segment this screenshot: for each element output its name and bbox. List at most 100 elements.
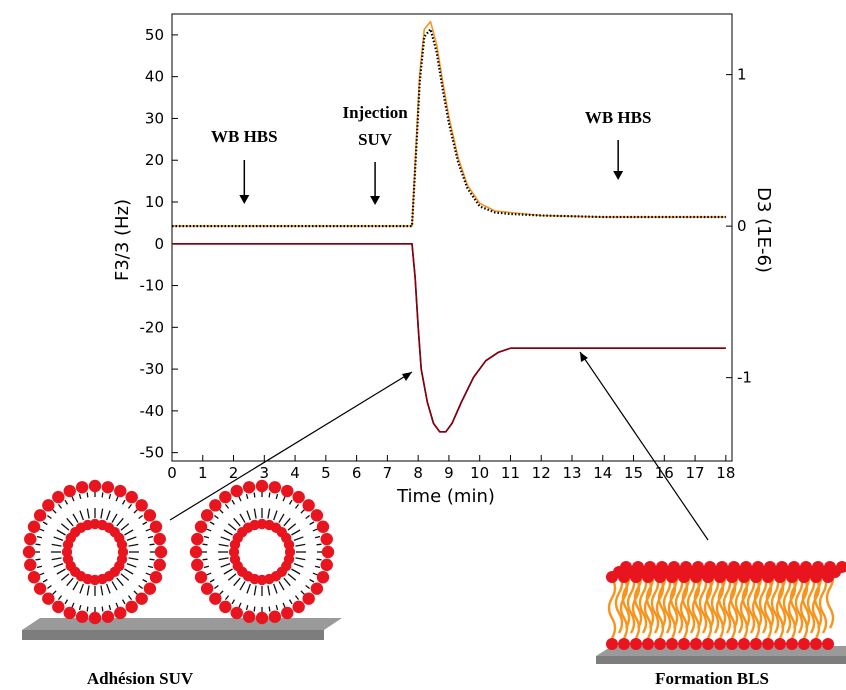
lipid-tail (72, 581, 79, 591)
vesicle-1 (22, 479, 168, 625)
lipid-tail (138, 584, 143, 590)
lipid-head (42, 499, 55, 512)
y-right-tick-label: 0 (737, 217, 747, 235)
annotation-label: SUV (358, 130, 393, 149)
lipid-head (702, 571, 714, 583)
x-tick-label: 7 (383, 464, 393, 482)
series-line-3 (172, 243, 726, 433)
lipid-head (822, 638, 834, 650)
lipid-tail (224, 504, 230, 509)
lipid-tail (47, 584, 52, 590)
lipid-head (702, 638, 714, 650)
lipid-head (125, 490, 138, 504)
lipid-tail (35, 543, 41, 546)
lipid-head (149, 520, 163, 533)
lipid-tail (278, 513, 285, 523)
lipid-head (678, 638, 690, 650)
lipid-tail (120, 573, 130, 581)
lipid-head (316, 571, 330, 584)
lipid-tail (294, 595, 300, 600)
lipid-tail (106, 583, 111, 594)
lipid-tail (231, 499, 236, 505)
lipid-tail (246, 510, 251, 521)
lipid-head (292, 600, 305, 614)
lipid-head (666, 638, 678, 650)
lipid-tail (267, 585, 271, 596)
lipid-tail (291, 529, 301, 536)
lipid-tail (111, 513, 118, 523)
lipid-head (678, 571, 690, 583)
y-left-tick-label: -30 (140, 360, 165, 378)
lipid-tail (126, 563, 137, 568)
lipid-tail (246, 583, 251, 594)
lipid-tail (36, 565, 43, 569)
chart-area: 0 1 2 3 4 5 6 7 8 9 10 11 12 13 14 15 16 17 18 50403020100… (112, 13, 774, 507)
lipid-tail (60, 573, 70, 581)
lipid-tail (239, 513, 246, 523)
lipid-tail (53, 563, 64, 568)
x-tick-label: 14 (593, 464, 612, 482)
lipid-head (24, 558, 37, 572)
lipid-tail (275, 493, 279, 500)
lipid-tail (124, 529, 134, 536)
lipid-head (75, 610, 89, 623)
lipid-head (191, 532, 204, 546)
lipid-tail (203, 565, 210, 569)
lipid-tail (206, 528, 212, 532)
lipid-tail (133, 590, 138, 595)
lipid-tail (287, 573, 297, 581)
lipid-head (116, 539, 128, 550)
lipid-tail (710, 572, 720, 634)
lipid-tail (267, 508, 271, 519)
lipid-tail (79, 583, 84, 594)
x-tick-label: 15 (624, 464, 643, 482)
lipid-tail (121, 599, 126, 605)
lipid-tail (231, 599, 236, 605)
lipid-tail (806, 572, 816, 634)
x-tick-label: 8 (413, 464, 423, 482)
y-right-tick-label: -1 (737, 369, 752, 387)
lipid-head (194, 571, 208, 584)
lipid-tail (219, 509, 224, 514)
lipid-head (642, 571, 654, 583)
y-left-tick-label: -50 (140, 444, 165, 462)
lipid-tail (314, 565, 321, 569)
lipid-tail (288, 499, 293, 505)
caption-adhesion: Adhésion SUV (87, 669, 194, 688)
lipid-tail (203, 535, 210, 539)
lipid-head (88, 479, 102, 493)
lipid-tail (42, 521, 48, 526)
pointer-arrow-adhesion (169, 371, 413, 521)
lipid-tail (626, 572, 636, 634)
lipid-tail (86, 508, 90, 519)
bilayer-illustration (596, 561, 846, 664)
lipid-head (52, 600, 65, 614)
y-left-tick-label: 50 (145, 26, 164, 44)
lipid-tail (638, 572, 648, 634)
pointer-arrow-formation (579, 351, 709, 541)
x-tick-label: 13 (562, 464, 581, 482)
lipid-tail (278, 581, 285, 591)
lipid-head (268, 481, 282, 494)
lipid-tail (127, 595, 133, 600)
lipid-tail (295, 543, 306, 547)
x-tick-label: 11 (501, 464, 520, 482)
lipid-head (762, 571, 774, 583)
lipid-tail (121, 499, 126, 505)
lipid-tail (209, 521, 215, 526)
lipid-tail (746, 572, 756, 634)
lipid-tail (698, 572, 708, 634)
lipid-head (200, 509, 214, 522)
lipid-head (302, 499, 315, 512)
lipid-tail (39, 528, 45, 532)
lipid-tail (316, 543, 322, 546)
lipid-head (27, 520, 41, 533)
lipid-tail (39, 572, 45, 576)
lipid-tail (674, 572, 684, 634)
lipid-tail (116, 517, 124, 527)
annotation-arrowhead (613, 171, 624, 180)
lipid-tail (283, 517, 291, 527)
lipid-head (618, 571, 630, 583)
x-tick-label: 5 (321, 464, 331, 482)
